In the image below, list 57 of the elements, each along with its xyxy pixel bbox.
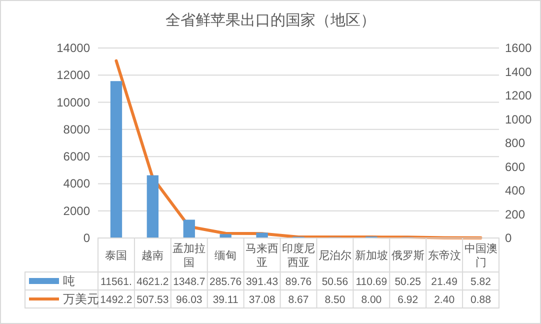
data-label: 21.49 [431,276,458,288]
x-tick-label: 新加坡 [354,249,388,262]
data-label: 391.43 [246,276,278,288]
data-label: 5.82 [470,276,492,288]
y-tick-label: 6000 [63,150,90,164]
y2-tick-label: 200 [505,207,526,222]
x-tick-label: 孟加拉国 [172,242,206,269]
bar [146,175,159,238]
data-label: 8.67 [288,294,309,306]
bar [183,220,195,238]
data-label: 37.08 [248,294,276,306]
data-label: 2.40 [434,294,455,306]
y-tick-label: 8000 [63,122,90,136]
y2-tick-label: 0 [505,231,512,245]
x-tick-label: 泰国 [105,250,128,262]
data-label: 1348.7 [173,276,206,288]
data-label: 4621.2 [136,276,169,288]
y-tick-label: 14000 [56,41,90,55]
data-label: 6.92 [398,294,418,306]
x-tick-label: 中国澳门 [464,242,498,269]
data-label: 110.69 [356,276,388,288]
x-tick-label: 东帝汶 [428,249,461,262]
x-tick-label: 俄罗斯 [391,249,424,262]
y2-tick-label: 400 [505,184,526,198]
data-label: 8.50 [324,294,346,306]
data-label: 89.76 [285,276,312,288]
y2-tick-label: 1400 [505,64,532,79]
data-label: 8.00 [361,294,382,306]
y2-tick-label: 1000 [505,112,532,126]
x-tick-label: 尼泊尔 [318,250,352,262]
data-label: 11561. [100,276,132,288]
data-label: 39.11 [212,294,238,306]
y2-tick-label: 800 [505,136,526,150]
legend-label: 万美元 [63,292,99,306]
y-tick-label: 12000 [56,68,90,82]
chart-title: 全省鲜苹果出口的国家（地区） [166,12,376,29]
bar [256,232,268,238]
data-label: 285.76 [210,276,242,288]
data-label: 1492.2 [100,294,132,306]
legend-label: 吨 [63,274,75,288]
y-tick-label: 2000 [63,204,90,218]
y2-tick-label: 600 [505,160,526,174]
data-label: 507.53 [136,294,169,306]
y2-tick-label: 1200 [505,88,532,102]
bar [110,81,122,238]
data-label: 96.03 [176,294,202,306]
x-tick-label: 印度尼西亚 [282,242,315,269]
x-tick-label: 越南 [142,249,164,262]
x-tick-label: 缅甸 [214,250,237,262]
y2-tick-label: 1600 [505,41,532,55]
data-label: 50.56 [322,276,348,288]
data-label: 0.88 [470,294,492,306]
y-tick-label: 0 [83,231,90,245]
x-tick-label: 马来西亚 [246,242,279,269]
data-label: 50.25 [394,276,422,288]
y-tick-label: 10000 [56,95,90,110]
y-tick-label: 4000 [63,176,90,191]
